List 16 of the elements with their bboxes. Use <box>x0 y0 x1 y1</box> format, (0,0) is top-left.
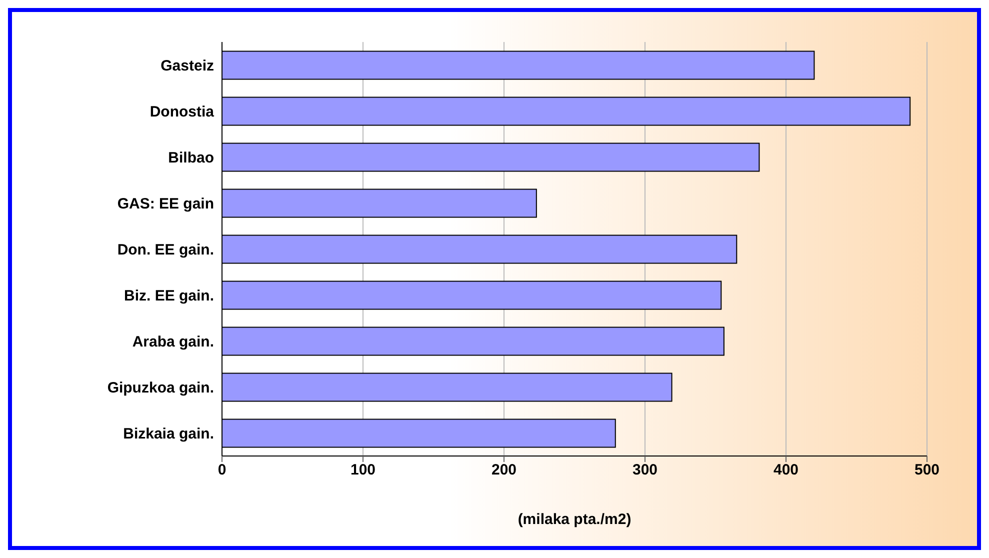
x-axis-title: (milaka pta./m2) <box>518 511 632 528</box>
x-tick-label: 200 <box>491 462 517 479</box>
y-tick-label: Don. EE gain. <box>117 241 214 258</box>
x-tick-label: 500 <box>914 462 940 479</box>
y-tick-label: Bizkaia gain. <box>123 425 214 442</box>
y-tick-label: Donostia <box>150 103 215 120</box>
x-tick-label: 400 <box>773 462 799 479</box>
y-tick-label: Biz. EE gain. <box>124 287 214 304</box>
x-tick-label: 300 <box>632 462 658 479</box>
y-tick-label: Araba gain. <box>132 333 214 350</box>
y-tick-label: Gipuzkoa gain. <box>107 379 214 396</box>
y-tick-label: GAS: EE gain <box>117 195 214 212</box>
y-tick-label: Bilbao <box>168 149 214 166</box>
x-tick-label: 0 <box>218 462 226 479</box>
x-tick-label: 100 <box>350 462 376 479</box>
y-tick-label: Gasteiz <box>160 57 214 74</box>
